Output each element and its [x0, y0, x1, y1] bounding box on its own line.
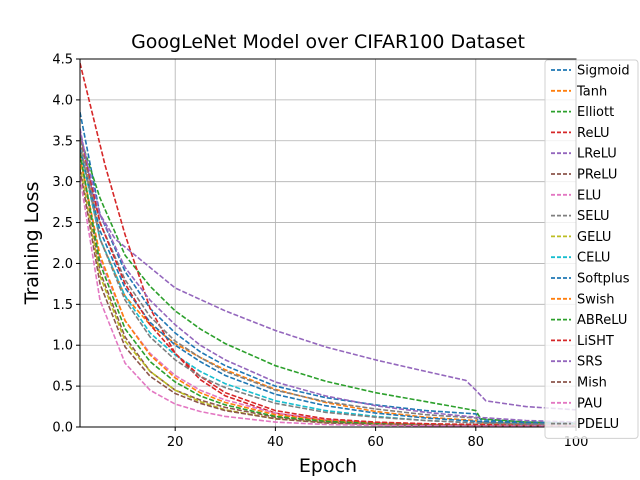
- legend-label: Tanh: [576, 84, 607, 99]
- series-line-celu: [80, 148, 576, 427]
- chart-title: GoogLeNet Model over CIFAR100 Dataset: [131, 31, 525, 53]
- series-line-mish: [80, 169, 576, 427]
- x-tick-label: 80: [468, 435, 485, 450]
- legend-label: ELU: [577, 188, 601, 203]
- y-tick-label: 2.5: [52, 216, 73, 231]
- series-line-lisht: [80, 132, 576, 427]
- legend-label: SELU: [577, 209, 610, 224]
- series-line-srs: [80, 132, 576, 423]
- legend-label: PDELU: [577, 417, 619, 432]
- legend-label: ABReLU: [577, 313, 627, 328]
- legend-label: Swish: [577, 292, 615, 307]
- legend-label: LReLU: [577, 147, 617, 162]
- legend-label: GELU: [577, 230, 611, 245]
- y-tick-label: 3.5: [52, 134, 73, 149]
- series-line-selu: [80, 140, 576, 426]
- series-line-tanh: [80, 132, 576, 426]
- series-line-sigmoid: [80, 112, 576, 424]
- legend-label: Mish: [577, 376, 607, 391]
- y-tick-label: 1.0: [52, 339, 73, 354]
- x-tick-label: 20: [167, 435, 184, 450]
- series-line-gelu: [80, 165, 576, 427]
- legend: Sigmoid Tanh Elliott ReLU LReLU PReLU ELU SELU G…: [544, 59, 639, 439]
- series-lines: [80, 62, 576, 427]
- gridlines: [80, 58, 577, 428]
- plot-frame: [79, 58, 577, 428]
- legend-label: PAU: [577, 396, 602, 411]
- x-axis-label: Epoch: [299, 455, 357, 477]
- y-tick-label: 3.0: [52, 175, 73, 190]
- y-tick-label: 0.5: [52, 380, 73, 395]
- y-tick-label: 2.0: [52, 257, 73, 272]
- x-tick-label: 60: [367, 435, 384, 450]
- series-line-elliott: [80, 136, 576, 425]
- series-line-lrelu: [80, 128, 576, 411]
- y-tick-label: 0.0: [52, 421, 73, 436]
- series-line-pdelu: [80, 144, 576, 426]
- series-line-pau: [80, 177, 576, 427]
- series-line-relu: [80, 62, 576, 427]
- x-tick-label: 40: [267, 435, 284, 450]
- legend-label: Sigmoid: [577, 64, 630, 79]
- legend-label: SRS: [577, 355, 603, 370]
- legend-label: CELU: [577, 251, 610, 266]
- series-line-softplus: [80, 148, 576, 425]
- x-axis-ticks: 20 40 60 80 100: [167, 427, 588, 450]
- legend-label: LiSHT: [577, 334, 614, 349]
- legend-box: [544, 59, 639, 439]
- y-axis-ticks: 0.0 0.5 1.0 1.5 2.0 2.5 3.0 3.5 4.0 4.5: [52, 53, 80, 436]
- y-tick-label: 4.5: [52, 53, 73, 68]
- y-tick-label: 1.5: [52, 298, 73, 313]
- legend-label: PReLU: [577, 168, 617, 183]
- legend-label: Elliott: [577, 105, 614, 120]
- legend-label: Softplus: [577, 272, 630, 287]
- legend-label: ReLU: [577, 126, 610, 141]
- y-tick-label: 4.0: [52, 93, 73, 108]
- y-axis-label: Training Loss: [21, 182, 43, 306]
